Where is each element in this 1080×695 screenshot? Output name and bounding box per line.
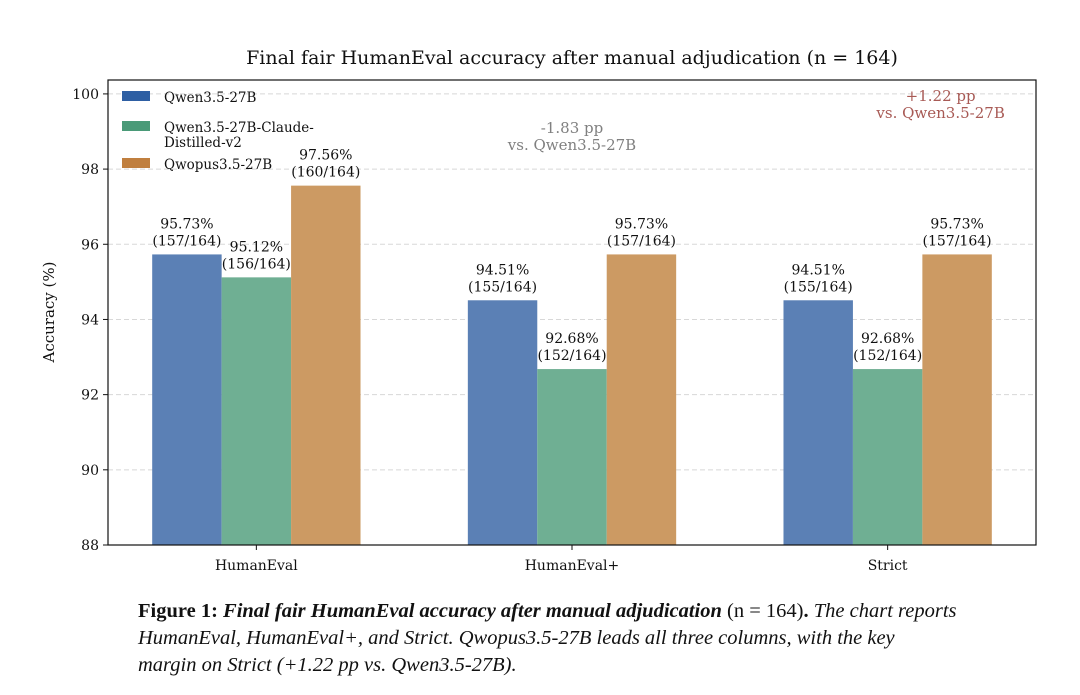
annotation: -1.83 pp <box>541 119 603 137</box>
data-label: (157/164) <box>152 233 221 249</box>
legend-label: Qwen3.5-27B-Claude- <box>164 120 314 136</box>
legend-label: Qwen3.5-27B <box>164 90 257 106</box>
y-tick-label: 88 <box>81 538 99 554</box>
data-label: (155/164) <box>468 279 537 295</box>
x-tick-label: HumanEval <box>215 558 298 574</box>
data-label: (156/164) <box>222 256 291 272</box>
data-label: 95.73% <box>160 216 213 232</box>
chart-title: Final fair HumanEval accuracy after manu… <box>246 47 898 69</box>
data-label: 95.73% <box>930 216 983 232</box>
annotation: +1.22 pp <box>906 87 976 105</box>
data-label: (157/164) <box>607 233 676 249</box>
data-label: 95.73% <box>615 216 668 232</box>
legend-swatch <box>122 121 150 131</box>
legend-swatch <box>122 91 150 101</box>
data-label: (152/164) <box>853 348 922 364</box>
y-tick-label: 90 <box>81 463 99 479</box>
y-tick-label: 98 <box>81 162 99 178</box>
data-label: (160/164) <box>291 165 360 181</box>
caption-title: Final fair HumanEval accuracy after manu… <box>223 600 722 622</box>
bar-humaneval-2 <box>606 254 677 545</box>
bar-humaneval-0 <box>152 254 222 545</box>
legend-label: Distilled-v2 <box>164 135 242 151</box>
bar-humaneval-0 <box>467 300 538 545</box>
data-label: 92.68% <box>861 331 914 347</box>
bar-humaneval-2 <box>291 185 361 545</box>
data-label: 95.12% <box>230 239 283 255</box>
data-label: (157/164) <box>923 233 992 249</box>
y-tick-label: 100 <box>72 87 99 103</box>
y-tick-label: 92 <box>81 388 99 404</box>
bar-strict-1 <box>852 369 923 545</box>
bar-humaneval-1 <box>537 369 607 545</box>
plot-frame <box>107 79 1037 546</box>
data-label: 97.56% <box>299 148 352 164</box>
caption-text: The chart reports HumanEval, HumanEval+,… <box>138 600 957 676</box>
caption-label: Figure 1: <box>138 600 218 622</box>
caption-paren: (n = 164) <box>727 600 804 622</box>
data-label: 92.68% <box>545 331 598 347</box>
bar-strict-0 <box>783 300 853 545</box>
bar-chart: Final fair HumanEval accuracy after manu… <box>40 47 1037 574</box>
bar-strict-2 <box>922 254 992 545</box>
data-label: (152/164) <box>537 348 606 364</box>
legend-label: Qwopus3.5-27B <box>164 157 272 173</box>
x-tick-label: Strict <box>868 558 908 574</box>
legend-swatch <box>122 158 150 168</box>
y-tick-label: 94 <box>81 312 99 328</box>
data-label: 94.51% <box>476 262 529 278</box>
data-label: 94.51% <box>792 262 845 278</box>
x-tick-label: HumanEval+ <box>525 558 620 574</box>
y-axis-label: Accuracy (%) <box>40 261 58 363</box>
figure-caption: Figure 1: Final fair HumanEval accuracy … <box>138 600 957 676</box>
y-tick-label: 96 <box>81 237 99 253</box>
annotation: vs. Qwen3.5-27B <box>875 104 1004 122</box>
bar-humaneval-1 <box>221 277 292 545</box>
data-label: (155/164) <box>784 279 853 295</box>
annotation: vs. Qwen3.5-27B <box>507 136 636 154</box>
